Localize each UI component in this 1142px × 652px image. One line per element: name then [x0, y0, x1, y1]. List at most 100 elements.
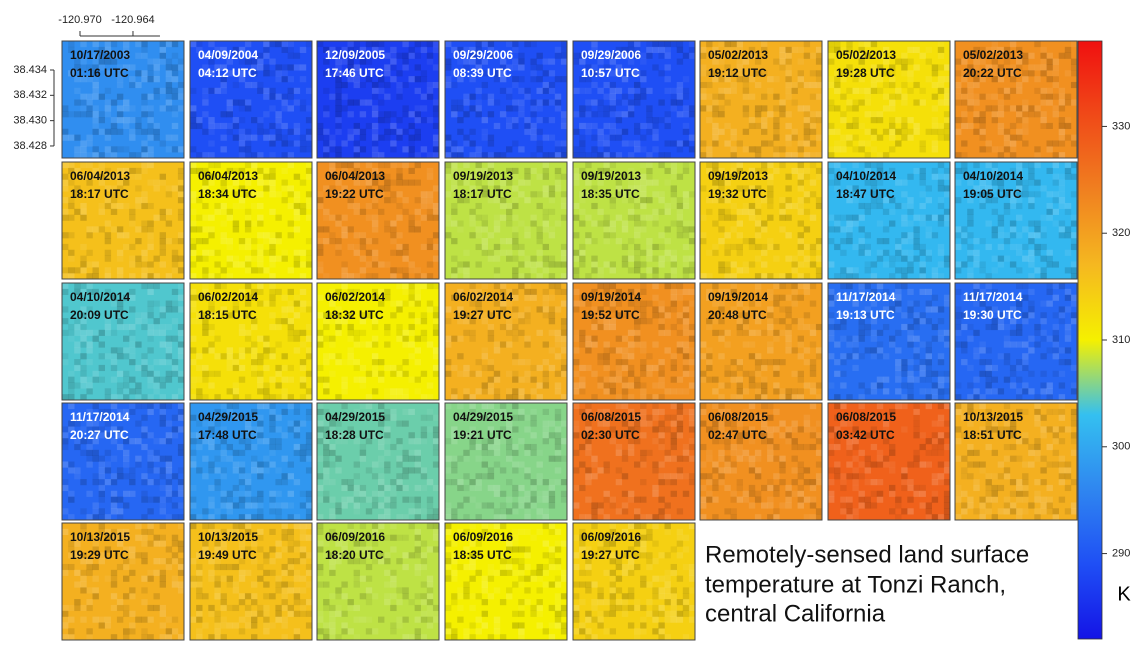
texture [1028, 111, 1035, 118]
texture [251, 267, 258, 274]
texture [457, 105, 464, 112]
texture [627, 300, 635, 307]
panel-time: 01:16 UTC [70, 66, 129, 80]
texture [876, 197, 884, 204]
texture [408, 267, 415, 274]
texture [335, 191, 342, 198]
texture [901, 122, 908, 130]
texture [828, 238, 835, 245]
texture [220, 232, 227, 239]
texture [779, 306, 786, 313]
texture [518, 243, 525, 251]
texture [190, 261, 197, 268]
texture [767, 329, 774, 336]
texture [736, 76, 743, 83]
texture [402, 514, 409, 521]
texture [269, 426, 276, 433]
texture [761, 376, 768, 383]
texture [287, 514, 294, 521]
texture [341, 81, 348, 89]
texture [560, 140, 568, 147]
texture [153, 273, 160, 280]
texture [682, 226, 690, 233]
texture [414, 347, 421, 354]
texture [190, 438, 197, 445]
texture [263, 52, 270, 59]
texture [287, 318, 294, 325]
texture [512, 122, 519, 130]
texture [876, 167, 884, 174]
texture [263, 249, 270, 256]
texture [1034, 41, 1041, 48]
texture [718, 93, 725, 100]
texture [1022, 318, 1029, 325]
texture [712, 52, 719, 59]
texture [384, 70, 391, 77]
texture [244, 267, 252, 274]
texture [997, 99, 1005, 106]
texture [62, 288, 69, 295]
texture [1003, 93, 1011, 100]
texture [919, 267, 926, 274]
texture [955, 167, 962, 174]
texture [967, 197, 974, 204]
texture [609, 70, 616, 77]
texture [220, 496, 227, 503]
texture [129, 208, 136, 215]
texture [74, 111, 81, 118]
texture [365, 214, 373, 221]
texture [748, 370, 756, 377]
texture [1052, 335, 1059, 342]
texture [609, 306, 616, 313]
texture [104, 128, 112, 135]
texture [634, 243, 641, 251]
texture [560, 364, 568, 372]
texture [68, 490, 75, 497]
texture [165, 490, 173, 497]
texture [548, 273, 556, 280]
texture [791, 152, 798, 159]
texture [603, 111, 610, 118]
texture [335, 99, 342, 106]
texture [621, 111, 629, 118]
texture [530, 261, 537, 268]
texture [269, 179, 276, 186]
texture [724, 364, 731, 372]
texture [718, 76, 725, 83]
texture [973, 388, 980, 395]
texture [955, 117, 962, 124]
texture [585, 214, 592, 221]
texture [991, 111, 998, 118]
texture [396, 300, 403, 307]
texture [548, 232, 556, 239]
texture [263, 111, 270, 118]
texture [104, 146, 112, 153]
texture [402, 41, 409, 48]
texture [609, 382, 616, 389]
texture [153, 214, 160, 221]
texture [353, 438, 360, 445]
texture [104, 134, 112, 141]
texture [244, 179, 252, 186]
texture [341, 261, 348, 268]
texture [92, 173, 99, 180]
texture [761, 226, 768, 233]
texture [177, 414, 185, 421]
texture [919, 341, 926, 348]
texture [202, 64, 209, 71]
texture [882, 208, 890, 215]
texture [481, 364, 488, 372]
texture [445, 81, 452, 89]
texture [621, 347, 629, 354]
texture [238, 152, 246, 159]
texture [80, 152, 87, 159]
texture [761, 167, 768, 174]
texture [445, 370, 452, 377]
texture [754, 214, 762, 221]
texture [925, 388, 932, 395]
texture [943, 87, 951, 94]
texture [177, 173, 185, 180]
texture [809, 382, 817, 389]
texture [159, 105, 166, 112]
